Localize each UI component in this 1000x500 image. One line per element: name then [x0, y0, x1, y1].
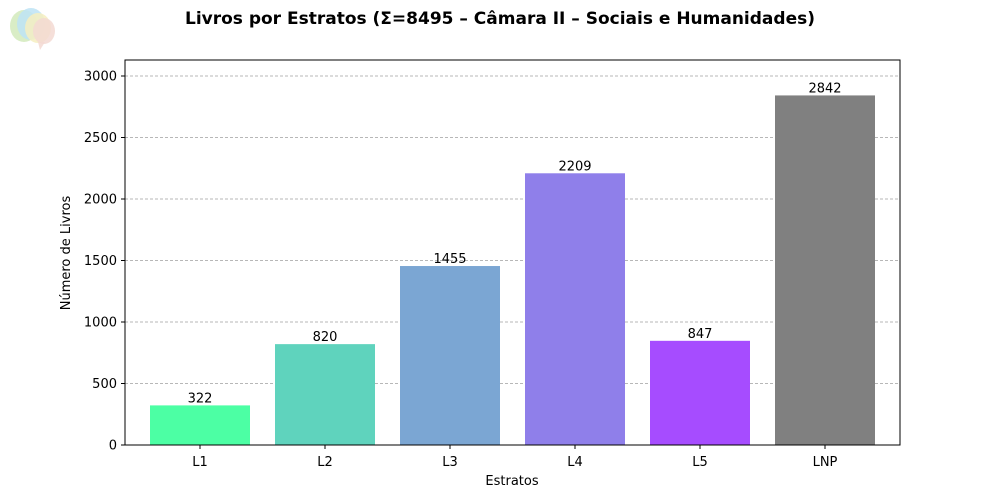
- y-tick-label: 500: [92, 377, 117, 392]
- bar-value-label: 2842: [808, 81, 841, 96]
- bar-value-label: 820: [313, 330, 338, 345]
- bar-value-labels: 322 820 1455 2209 847 2842: [188, 81, 842, 406]
- bar: [400, 266, 500, 445]
- y-tick-label: 2000: [84, 192, 117, 207]
- bar: [525, 173, 625, 445]
- bar-value-label: 322: [188, 391, 213, 406]
- x-axis-label: Estratos: [485, 474, 538, 489]
- bar: [150, 405, 250, 445]
- bar: [775, 95, 875, 445]
- bar-value-label: 1455: [433, 252, 466, 267]
- x-tick-label: L5: [692, 455, 708, 470]
- speech-bubbles-logo-icon: [10, 8, 55, 50]
- bar-value-label: 847: [688, 327, 713, 342]
- bar: [650, 340, 750, 445]
- bar: [275, 344, 375, 445]
- y-tick-label: 1500: [84, 254, 117, 269]
- bar-value-label: 2209: [558, 159, 591, 174]
- y-tick-label: 2500: [84, 131, 117, 146]
- x-tick-label: LNP: [813, 455, 838, 470]
- plot-frame: [124, 59, 901, 446]
- x-axis-ticks: L1 L2 L3 L4 L5 LNP: [192, 445, 838, 470]
- x-tick-label: L1: [192, 455, 208, 470]
- bars: [150, 95, 875, 445]
- chart-title: Livros por Estratos (Σ=8495 – Câmara II …: [185, 9, 815, 29]
- grid-lines: [125, 75, 900, 384]
- y-axis-label: Número de Livros: [59, 196, 74, 311]
- x-tick-label: L2: [317, 455, 333, 470]
- y-tick-label: 3000: [84, 69, 117, 84]
- y-tick-label: 0: [109, 439, 117, 454]
- x-tick-label: L4: [567, 455, 583, 470]
- x-tick-label: L3: [442, 455, 458, 470]
- y-tick-label: 1000: [84, 315, 117, 330]
- y-axis-ticks: 0 500 1000 1500 2000 2500 3000: [84, 69, 125, 454]
